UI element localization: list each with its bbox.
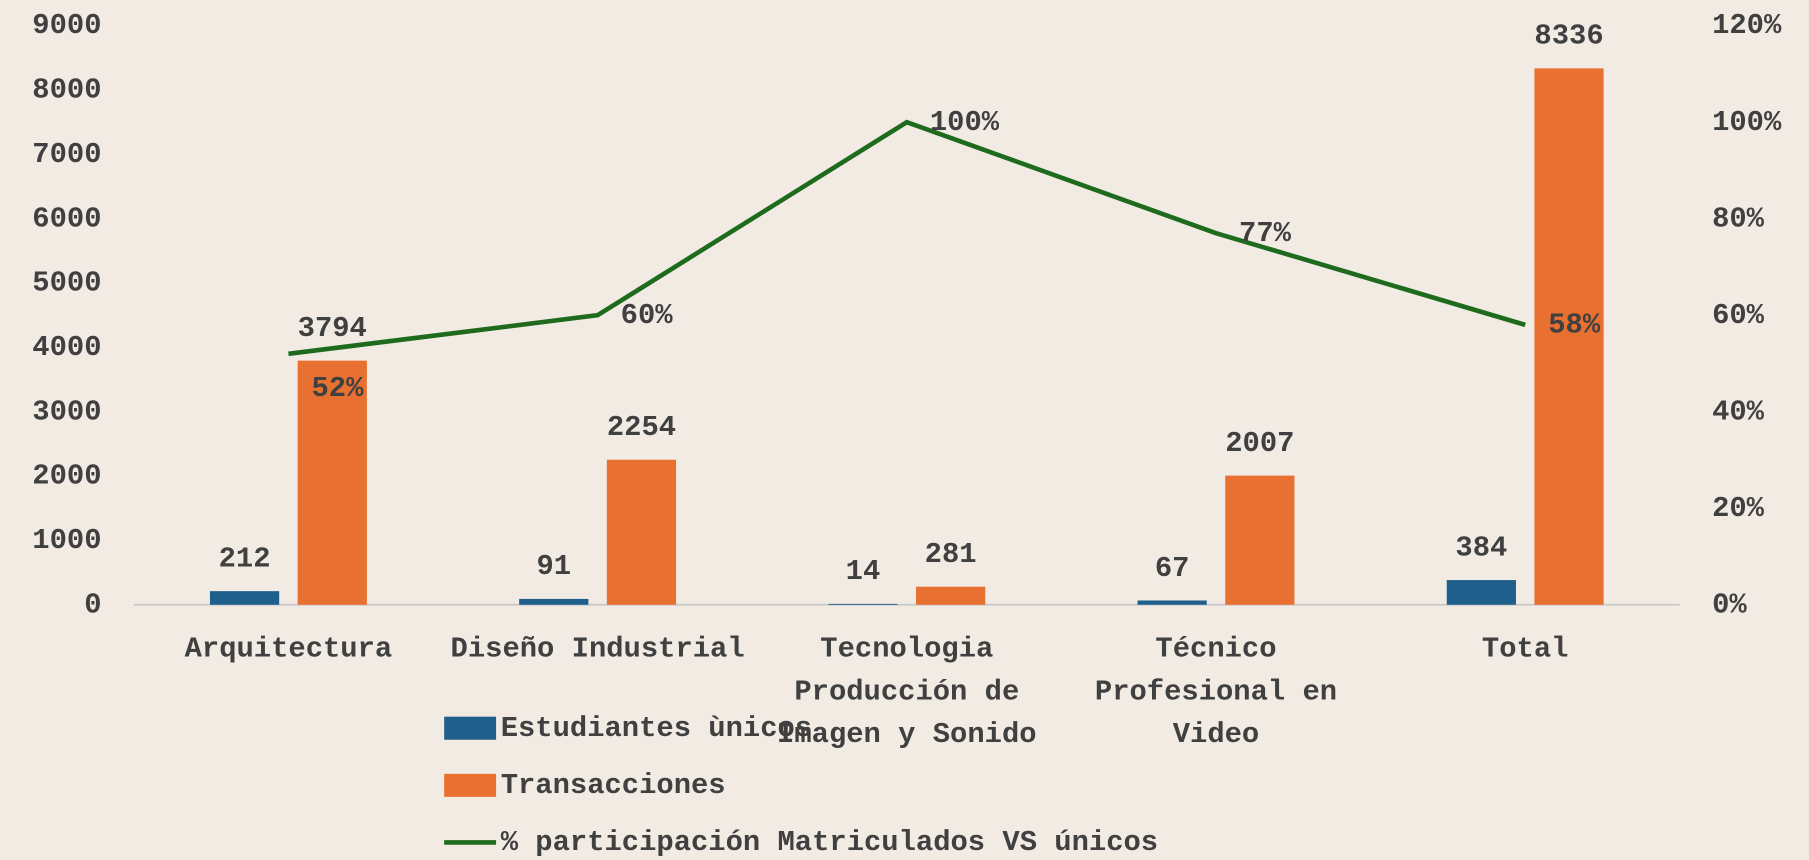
line-label: 52% xyxy=(311,372,364,405)
data-label: 14 xyxy=(846,555,881,588)
y-tick-label: 3000 xyxy=(32,395,101,428)
bar xyxy=(916,587,985,605)
bar xyxy=(519,599,588,605)
legend-label: Transacciones xyxy=(501,769,726,802)
legend-swatch xyxy=(444,774,496,797)
y-tick-label: 5000 xyxy=(32,267,101,300)
y2-tick-label: 100% xyxy=(1712,106,1782,139)
page: {"chart_data": {"type": "bar", "categori… xyxy=(0,0,1809,860)
data-label: 281 xyxy=(925,538,977,571)
y2-tick-label: 80% xyxy=(1712,202,1765,235)
bar xyxy=(1225,476,1294,605)
y-tick-label: 6000 xyxy=(32,202,101,235)
bar xyxy=(607,460,676,605)
data-label: 8336 xyxy=(1534,20,1603,53)
x-tick-label: Diseño Industrial xyxy=(451,632,745,665)
y2-tick-label: 0% xyxy=(1712,588,1747,621)
y-tick-label: 4000 xyxy=(32,331,101,364)
line-label: 60% xyxy=(621,299,674,332)
line-label: 77% xyxy=(1239,217,1292,250)
y2-tick-label: 40% xyxy=(1712,395,1765,428)
data-label: 3794 xyxy=(298,312,367,345)
y-tick-label: 1000 xyxy=(32,524,101,557)
legend-label: Estudiantes ùnicos xyxy=(501,712,812,745)
y-tick-label: 7000 xyxy=(32,138,101,171)
x-tick-label: Total xyxy=(1482,632,1569,665)
y-tick-label: 8000 xyxy=(32,74,101,107)
data-label: 91 xyxy=(536,550,571,583)
data-label: 384 xyxy=(1455,531,1507,564)
bar xyxy=(828,604,897,605)
y-tick-label: 2000 xyxy=(32,460,101,493)
y-tick-label: 9000 xyxy=(32,9,101,42)
y2-tick-label: 120% xyxy=(1712,9,1782,42)
bar xyxy=(210,591,279,605)
x-tick-label: Arquitectura xyxy=(185,632,393,665)
data-label: 2254 xyxy=(607,411,676,444)
bar xyxy=(1138,600,1207,604)
legend-swatch xyxy=(444,717,496,740)
bar xyxy=(1447,580,1516,605)
line-label: 58% xyxy=(1548,308,1601,341)
y2-tick-label: 60% xyxy=(1712,299,1765,332)
line-label: 100% xyxy=(930,106,1000,139)
data-label: 2007 xyxy=(1225,427,1294,460)
y2-tick-label: 20% xyxy=(1712,492,1765,525)
legend-label: % participación Matriculados VS únicos xyxy=(501,826,1158,859)
y-tick-label: 0 xyxy=(84,588,101,621)
data-label: 67 xyxy=(1155,552,1190,585)
chart: 0 1000 2000 3000 4000 5000 6000 7000 8000 9000 0% 2… xyxy=(0,0,1809,860)
data-label: 212 xyxy=(219,542,271,575)
